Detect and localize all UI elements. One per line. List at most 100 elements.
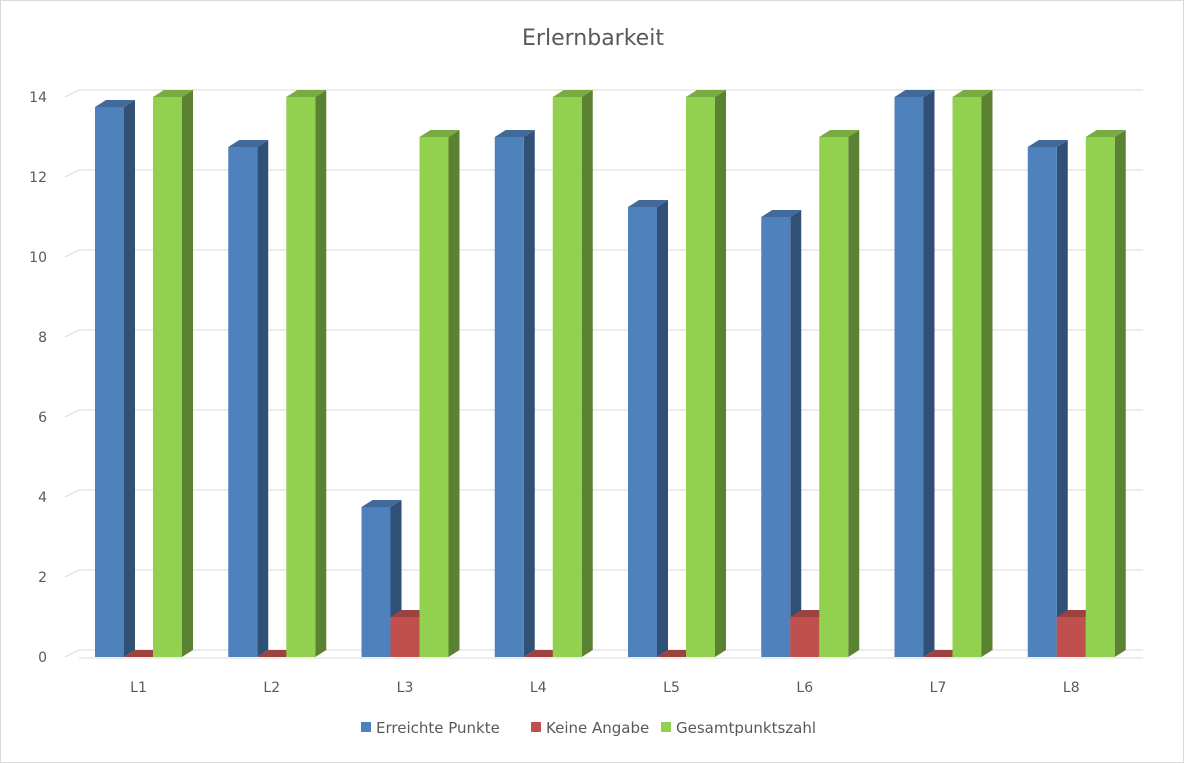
bar-gesamtpunktszahl-l1 <box>153 90 193 657</box>
bar-side <box>257 140 269 657</box>
bar-side <box>182 90 193 657</box>
bar-top <box>95 100 135 107</box>
bar-front <box>95 107 124 657</box>
x-tick-label: L1 <box>130 680 147 696</box>
bar-side <box>124 100 135 657</box>
bar-top <box>286 90 327 97</box>
bar-front <box>1056 617 1086 657</box>
bar-side <box>523 130 535 657</box>
bar-gesamtpunktszahl-l5 <box>686 90 726 657</box>
bar-gesamtpunktszahl-l6 <box>819 130 860 657</box>
gridline-slant <box>64 329 80 338</box>
bar-top <box>952 90 993 97</box>
bar-erreichte-punkte-l8 <box>1027 140 1068 657</box>
bar-front <box>894 97 924 657</box>
y-tick-label: 8 <box>38 330 47 346</box>
bar-top <box>1085 130 1126 137</box>
bar-erreichte-punkte-l5 <box>628 200 668 657</box>
legend-label: Gesamtpunktszahl <box>676 719 816 737</box>
bar-side <box>1114 130 1126 657</box>
gridline-slant <box>64 569 80 578</box>
bar-front <box>361 507 391 657</box>
bar-front <box>628 207 657 657</box>
y-tick-label: 2 <box>38 570 47 586</box>
bar-top <box>228 140 269 147</box>
x-tick-label: L5 <box>663 680 680 696</box>
bar-side <box>715 90 726 657</box>
legend-item: Gesamtpunktszahl <box>661 719 816 737</box>
legend-item: Keine Angabe <box>531 719 649 737</box>
x-tick-label: L7 <box>930 680 947 696</box>
y-tick-label: 6 <box>38 410 47 426</box>
x-tick-label: L8 <box>1063 680 1080 696</box>
bar-side <box>848 130 860 657</box>
gridline-slant <box>64 169 80 178</box>
bar-front <box>761 217 791 657</box>
bar-top <box>686 90 726 97</box>
legend-label: Erreichte Punkte <box>376 719 500 737</box>
y-tick-label: 4 <box>38 490 47 506</box>
bar-top <box>494 130 535 137</box>
gridline-slant <box>64 249 80 258</box>
bars-group <box>95 90 1126 657</box>
bar-front <box>552 97 582 657</box>
bar-front <box>494 137 524 657</box>
legend-label: Keine Angabe <box>546 719 649 737</box>
bar-erreichte-punkte-l7 <box>894 90 935 657</box>
bar-front <box>686 97 715 657</box>
bar-front <box>819 137 849 657</box>
y-tick-label: 10 <box>29 250 47 266</box>
bar-top <box>361 500 402 507</box>
bar-side <box>790 210 802 657</box>
bar-side <box>1056 140 1068 657</box>
bar-front <box>390 617 420 657</box>
bar-front <box>1085 137 1115 657</box>
y-axis-ticks: 0 2 4 6 8 10 12 14 <box>29 90 47 666</box>
bar-top <box>1027 140 1068 147</box>
legend-swatch <box>531 722 541 732</box>
x-tick-label: L6 <box>796 680 813 696</box>
y-tick-label: 14 <box>29 90 47 106</box>
bar-gesamtpunktszahl-l3 <box>419 130 460 657</box>
bar-side <box>581 90 593 657</box>
bar-erreichte-punkte-l6 <box>761 210 802 657</box>
gridline-slant <box>64 409 80 418</box>
bar-top <box>761 210 802 217</box>
x-tick-label: L3 <box>397 680 414 696</box>
y-tick-label: 12 <box>29 170 47 186</box>
bar-side <box>448 130 460 657</box>
gridline-slant <box>64 89 80 98</box>
bar-side <box>657 200 668 657</box>
bar-front <box>419 137 449 657</box>
bar-front <box>228 147 258 657</box>
legend-swatch <box>661 722 671 732</box>
gridline-slant <box>64 649 80 658</box>
y-tick-label: 0 <box>38 650 47 666</box>
x-tick-label: L2 <box>263 680 280 696</box>
bar-front <box>1027 147 1057 657</box>
bar-front <box>153 97 182 657</box>
x-axis-ticks: L1 L2 L3 L4 L5 L6 L7 L8 <box>130 680 1079 696</box>
bar-gesamtpunktszahl-l8 <box>1085 130 1126 657</box>
bar-gesamtpunktszahl-l7 <box>952 90 993 657</box>
bar-top <box>819 130 860 137</box>
bar-side <box>981 90 993 657</box>
bar-top <box>419 130 460 137</box>
bar-side <box>923 90 935 657</box>
bar-top <box>894 90 935 97</box>
gridline-slant <box>64 489 80 498</box>
bar-front <box>286 97 316 657</box>
x-tick-label: L4 <box>530 680 547 696</box>
bar-erreichte-punkte-l4 <box>494 130 535 657</box>
legend: Erreichte Punkte Keine Angabe Gesamtpunkts… <box>361 719 816 737</box>
chart-title: Erlernbarkeit <box>522 26 664 51</box>
bar-gesamtpunktszahl-l4 <box>552 90 593 657</box>
bar-front <box>790 617 820 657</box>
bar-top <box>552 90 593 97</box>
legend-swatch <box>361 722 371 732</box>
bar-gesamtpunktszahl-l2 <box>286 90 327 657</box>
legend-item: Erreichte Punkte <box>361 719 500 737</box>
bar-top <box>153 90 193 97</box>
bar-side <box>315 90 327 657</box>
